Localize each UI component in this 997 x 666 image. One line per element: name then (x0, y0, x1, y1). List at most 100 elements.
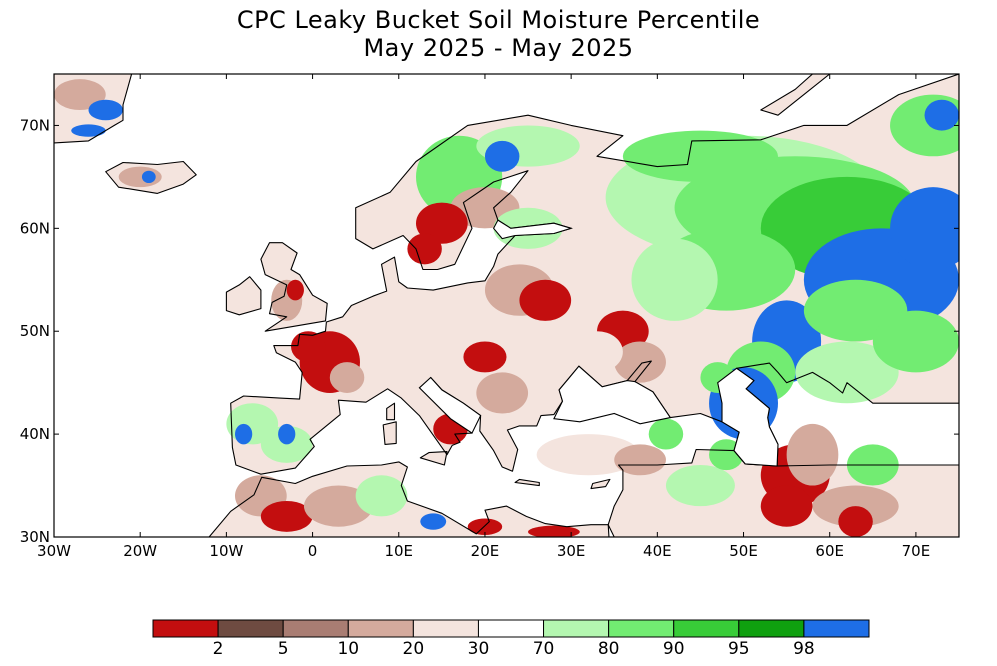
colorbar-label: 10 (337, 639, 359, 659)
coastline-novaya (760, 74, 831, 116)
water-baltic_gulf (492, 219, 574, 240)
anomaly-patch (260, 500, 313, 532)
colorbar-label: 70 (533, 639, 555, 659)
lon-tick-label: 30E (557, 542, 586, 560)
anomaly-patch (760, 485, 813, 527)
water-adriatic (418, 376, 482, 434)
anomaly-patch (278, 423, 296, 445)
anomaly-patch (838, 506, 873, 537)
colorbar-label: 98 (793, 639, 815, 659)
map-field (54, 74, 959, 537)
water-black_sea (553, 365, 672, 425)
anomaly-patch (433, 300, 503, 342)
lon-tick-label: 40E (643, 542, 672, 560)
colorbar-label: 90 (663, 639, 685, 659)
land-crete (515, 479, 540, 486)
lon-tick-label: 70E (902, 542, 931, 560)
anomaly-patch (467, 518, 503, 535)
anomaly-patch (260, 425, 313, 463)
anomaly-patch (291, 331, 326, 363)
lon-tick-label: 30W (37, 542, 71, 560)
lat-tick-label: 40N (20, 425, 50, 443)
anomaly-patch (528, 525, 580, 537)
anomaly-patch (648, 418, 684, 450)
colorbar-label: 30 (468, 639, 490, 659)
anomaly-patch (484, 140, 520, 172)
colorbar-bin (282, 619, 349, 638)
coastline-africa (208, 461, 624, 537)
anomaly-patch (54, 79, 106, 111)
anomaly-patch (786, 423, 839, 486)
lat-tick-label: 50N (20, 322, 50, 340)
chart-title: CPC Leaky Bucket Soil Moisture Percentil… (236, 6, 761, 34)
anomaly-patch (665, 464, 735, 507)
land-sicily (420, 451, 447, 465)
anomaly-patch (420, 513, 447, 530)
colorbar-label: 2 (213, 639, 224, 659)
anomaly-patch (416, 202, 468, 244)
map-frame (53, 73, 960, 538)
lon-tick-label: 10W (209, 542, 243, 560)
lon-tick-label: 50E (729, 542, 758, 560)
anomaly-patch (71, 124, 106, 137)
latitude-axis: 30N 40N 50N 60N 70N (20, 116, 959, 546)
colorbar-bin (412, 619, 479, 638)
water-caspian (717, 367, 779, 467)
anomaly-patch (924, 99, 959, 131)
anomaly-patch (795, 341, 899, 404)
coastline-iceland (105, 160, 197, 194)
colorbar-bin (152, 619, 219, 638)
lat-tick-label: 60N (20, 219, 50, 237)
anomaly-patch (890, 187, 959, 270)
lon-tick-label: 0 (308, 542, 318, 560)
anomaly-patch (355, 475, 408, 517)
lon-tick-label: 20E (471, 542, 500, 560)
coastline-britain (260, 242, 328, 332)
anomaly-patch (536, 434, 641, 476)
colorbar-bin (347, 619, 414, 638)
colorbar-bin (477, 619, 545, 638)
longitude-axis: 30W 20W 10W 0 10E 20E 30E 40E 50E 60E 70E (37, 74, 930, 560)
anomaly-patch (872, 310, 959, 373)
colorbar-label: 80 (598, 639, 620, 659)
colorbar-label: 20 (403, 639, 425, 659)
anomaly-patch (88, 99, 123, 121)
coastline-corsica (386, 402, 396, 421)
anomaly-patch (407, 233, 442, 265)
anomaly-patch (519, 279, 572, 321)
colorbar-bin (608, 619, 675, 638)
anomaly-patch (614, 341, 666, 383)
anomaly-patch (286, 279, 304, 301)
anomaly-patch (329, 362, 365, 393)
anomaly-patch (571, 331, 623, 373)
colorbar-bin (543, 619, 610, 638)
chart-subtitle: May 2025 - May 2025 (363, 34, 634, 62)
coastline-ireland (225, 276, 262, 316)
anomaly-patch (476, 372, 529, 414)
land-sardinia (383, 421, 397, 445)
lat-tick-label: 30N (20, 528, 50, 546)
anomaly-patch (463, 341, 507, 373)
coastline-sicily (419, 451, 448, 466)
lon-tick-label: 60E (815, 542, 844, 560)
colorbar-label: 95 (728, 639, 750, 659)
coastline-cyprus (590, 478, 611, 490)
anomaly-patch (614, 444, 666, 476)
colorbar: 2 5 10 20 30 70 80 90 95 98 (152, 619, 870, 659)
land-novaya (760, 74, 830, 116)
anomaly-patch (235, 423, 253, 445)
coastline-sardinia (382, 421, 397, 445)
coastline-greenland (54, 74, 133, 144)
colorbar-bin (673, 619, 740, 638)
lon-tick-label: 20W (123, 542, 157, 560)
colorbar-bin (803, 619, 870, 638)
anomaly-patch (230, 290, 257, 311)
coastline-crete (514, 478, 540, 487)
anomaly-patch (303, 485, 373, 527)
colorbar-bin (217, 619, 284, 638)
colorbar-label: 5 (278, 639, 289, 659)
lon-tick-label: 10E (384, 542, 413, 560)
anomaly-patch (141, 170, 156, 184)
anomaly-patch (631, 238, 718, 321)
